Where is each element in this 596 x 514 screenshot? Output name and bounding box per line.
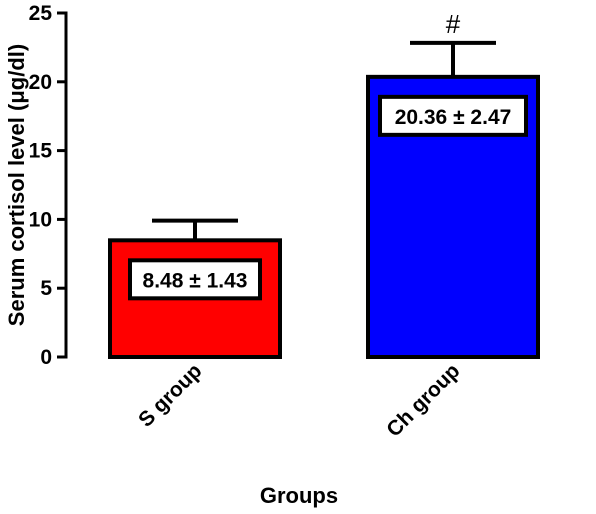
x-axis-title: Groups [260, 483, 338, 508]
significance-annotation: # [446, 9, 461, 39]
data-label: 8.48 ± 1.43 [143, 269, 248, 292]
data-label: 20.36 ± 2.47 [395, 106, 512, 129]
x-axis-category-labels: S group Ch group [134, 359, 464, 441]
x-tick-label: S group [134, 359, 206, 431]
y-tick-label: 20 [29, 71, 52, 94]
y-tick-label: 10 [29, 208, 52, 231]
data-label-box [378, 94, 528, 137]
y-tick-label: 25 [29, 2, 53, 25]
data-label-box [128, 258, 262, 301]
y-tick-label: 15 [29, 140, 53, 163]
y-axis-ticks: 0 5 10 15 20 25 [29, 2, 66, 369]
bars: 8.48 ± 1.43 20.36 ± 2.47 # [108, 9, 540, 359]
y-tick-label: 0 [40, 346, 52, 369]
y-tick-label: 5 [40, 277, 52, 300]
y-axis-title: Serum cortisol level (μg/dl) [4, 44, 29, 326]
x-tick-label: Ch group [382, 359, 464, 441]
